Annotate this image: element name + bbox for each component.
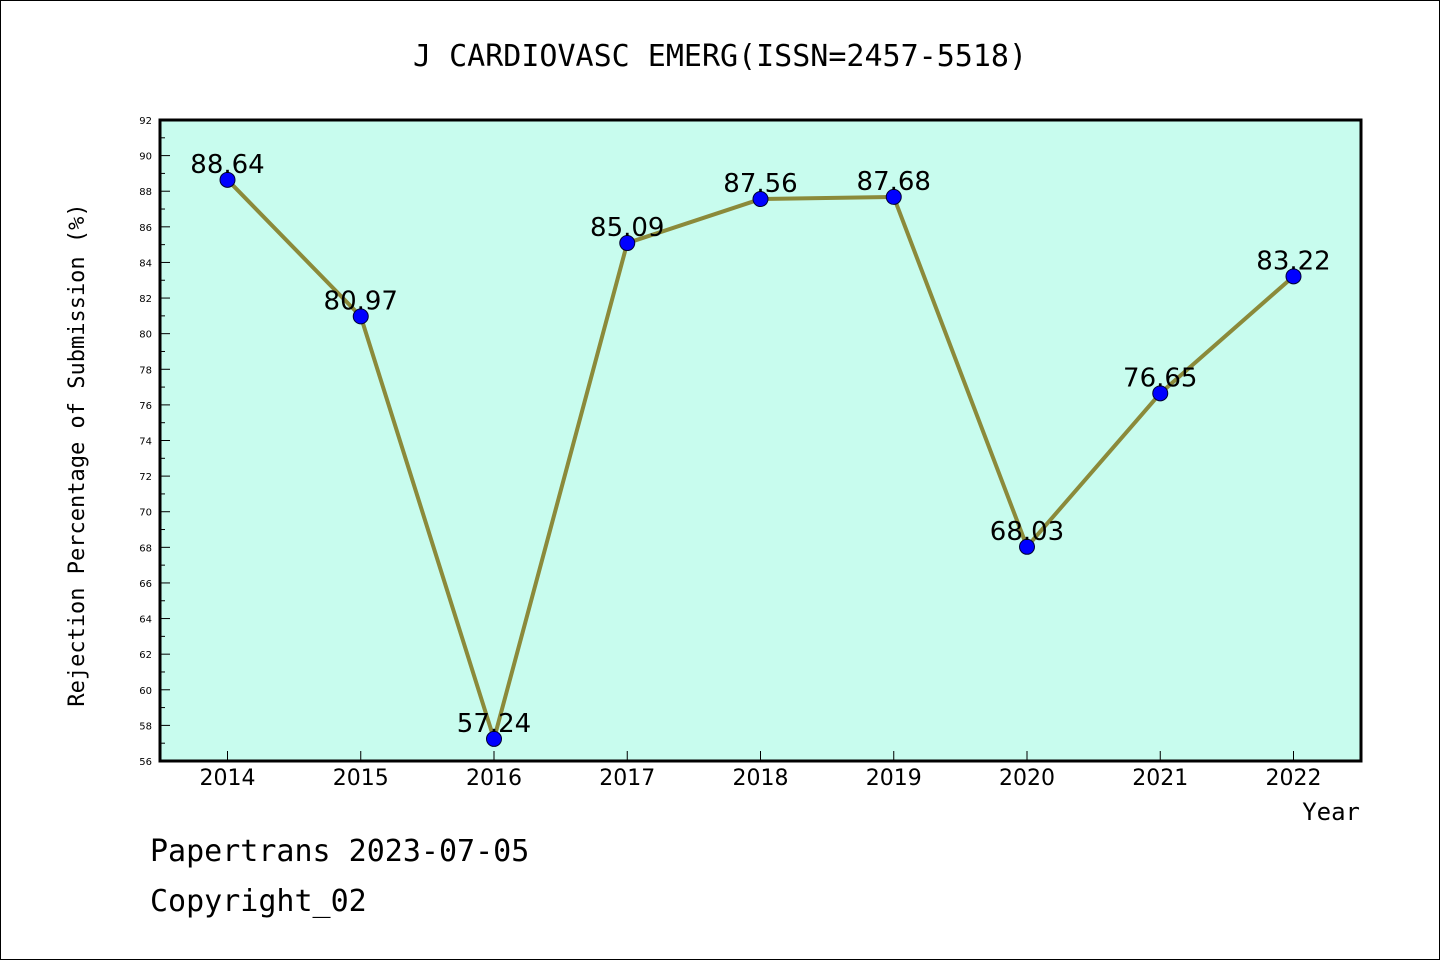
y-tick-label: 58 <box>139 721 152 732</box>
x-axis-label: Year <box>1302 798 1360 826</box>
data-label: 85.09 <box>590 213 664 243</box>
y-tick-label: 84 <box>139 258 152 269</box>
y-tick-label: 86 <box>139 223 152 234</box>
data-label: 76.65 <box>1123 363 1197 393</box>
y-tick-label: 64 <box>139 615 152 626</box>
y-tick-label: 88 <box>139 187 152 198</box>
x-tick-label: 2016 <box>466 766 522 791</box>
y-tick-label: 56 <box>139 757 152 768</box>
data-point <box>486 730 502 747</box>
data-label: 83.22 <box>1256 246 1330 276</box>
x-tick-label: 2014 <box>200 766 256 791</box>
data-label: 57.24 <box>457 709 531 739</box>
chart-title: J CARDIOVASC EMERG(ISSN=2457-5518) <box>413 39 1027 74</box>
x-tick-label: 2020 <box>999 766 1055 791</box>
y-tick-label: 74 <box>139 437 152 448</box>
x-tick-label: 2017 <box>599 766 655 791</box>
data-point <box>1285 268 1302 285</box>
data-point <box>1019 538 1035 555</box>
y-tick-label: 70 <box>139 508 152 519</box>
data-label: 80.97 <box>324 286 398 316</box>
data-label: 87.68 <box>857 167 931 197</box>
data-point <box>752 191 769 208</box>
plot-area <box>158 118 1363 763</box>
x-tick-label: 2015 <box>333 766 389 791</box>
footer-date-text: Papertrans 2023-07-05 <box>150 834 530 869</box>
y-tick-label: 78 <box>139 365 152 376</box>
data-label: 68.03 <box>990 517 1064 547</box>
y-tick-label: 66 <box>139 579 152 590</box>
y-tick-label: 90 <box>139 152 152 163</box>
y-tick-label: 76 <box>139 401 152 412</box>
data-point <box>1152 385 1169 402</box>
data-point <box>219 171 236 188</box>
x-tick-label: 2022 <box>1266 766 1322 791</box>
data-point <box>352 308 369 325</box>
data-label: 87.56 <box>723 169 797 199</box>
y-tick-label: 60 <box>139 686 152 697</box>
x-tick-label: 2021 <box>1132 766 1188 791</box>
y-tick-label: 92 <box>139 116 152 127</box>
data-point <box>619 235 636 252</box>
y-tick-label: 68 <box>139 543 152 554</box>
y-tick-label: 72 <box>139 472 152 483</box>
y-tick-label: 80 <box>139 330 152 341</box>
y-tick-label: 62 <box>139 650 152 661</box>
y-axis-label: Rejection Percentage of Submission (%) <box>65 203 90 706</box>
y-tick-label: 82 <box>139 294 152 305</box>
x-tick-label: 2018 <box>733 766 789 791</box>
x-tick-label: 2019 <box>866 766 922 791</box>
data-label: 88.64 <box>190 150 264 180</box>
data-point <box>885 188 902 205</box>
footer-copyright-text: Copyright_02 <box>150 884 367 919</box>
